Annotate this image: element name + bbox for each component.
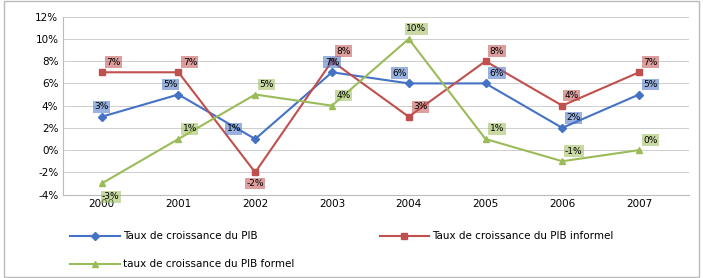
Text: 1%: 1% (183, 125, 197, 133)
Text: 7%: 7% (183, 58, 197, 67)
Text: Taux de croissance du PIB: Taux de croissance du PIB (123, 231, 258, 241)
Text: 5%: 5% (164, 80, 178, 89)
Taux de croissance du PIB (558, 126, 567, 130)
Taux de croissance du PIB informel (174, 71, 183, 74)
Taux de croissance du PIB informel (251, 171, 259, 174)
Text: 7%: 7% (325, 58, 339, 67)
Taux de croissance du PIB informel (328, 59, 336, 63)
Text: 6%: 6% (490, 69, 504, 78)
taux de croissance du PIB formel (404, 37, 413, 41)
Taux de croissance du PIB (98, 115, 106, 118)
Taux de croissance du PIB (328, 71, 336, 74)
taux de croissance du PIB formel (558, 160, 567, 163)
Text: 1%: 1% (226, 125, 241, 133)
Taux de croissance du PIB (174, 93, 183, 96)
taux de croissance du PIB formel (98, 182, 106, 185)
Text: Taux de croissance du PIB informel: Taux de croissance du PIB informel (432, 231, 614, 241)
Text: -1%: -1% (565, 147, 583, 156)
Taux de croissance du PIB (251, 137, 259, 141)
Text: 1%: 1% (490, 125, 504, 133)
Taux de croissance du PIB (404, 82, 413, 85)
Text: -3%: -3% (102, 192, 120, 201)
Text: 4%: 4% (336, 91, 351, 100)
Line: taux de croissance du PIB formel: taux de croissance du PIB formel (98, 36, 643, 187)
taux de croissance du PIB formel (482, 137, 490, 141)
taux de croissance du PIB formel (328, 104, 336, 107)
Taux de croissance du PIB informel (558, 104, 567, 107)
Text: 8%: 8% (336, 47, 351, 56)
taux de croissance du PIB formel (174, 137, 183, 141)
Text: 3%: 3% (413, 102, 427, 111)
taux de croissance du PIB formel (635, 148, 643, 152)
Taux de croissance du PIB informel (404, 115, 413, 118)
Taux de croissance du PIB informel (482, 59, 490, 63)
Taux de croissance du PIB (482, 82, 490, 85)
Text: 6%: 6% (392, 69, 407, 78)
Text: 5%: 5% (259, 80, 274, 89)
Line: Taux de croissance du PIB: Taux de croissance du PIB (99, 70, 642, 142)
Text: 0%: 0% (643, 136, 658, 145)
Taux de croissance du PIB informel (635, 71, 643, 74)
Text: 2%: 2% (567, 113, 581, 122)
Text: 10%: 10% (406, 24, 427, 33)
Taux de croissance du PIB informel (98, 71, 106, 74)
Taux de croissance du PIB (635, 93, 643, 96)
Text: 5%: 5% (643, 80, 658, 89)
Text: taux de croissance du PIB formel: taux de croissance du PIB formel (123, 259, 295, 269)
Line: Taux de croissance du PIB informel: Taux de croissance du PIB informel (99, 58, 642, 175)
Text: 7%: 7% (106, 58, 120, 67)
taux de croissance du PIB formel (251, 93, 259, 96)
Text: 4%: 4% (565, 91, 579, 100)
Text: 7%: 7% (643, 58, 658, 67)
Text: 3%: 3% (94, 102, 109, 111)
Text: 8%: 8% (490, 47, 504, 56)
Text: -2%: -2% (247, 179, 264, 188)
